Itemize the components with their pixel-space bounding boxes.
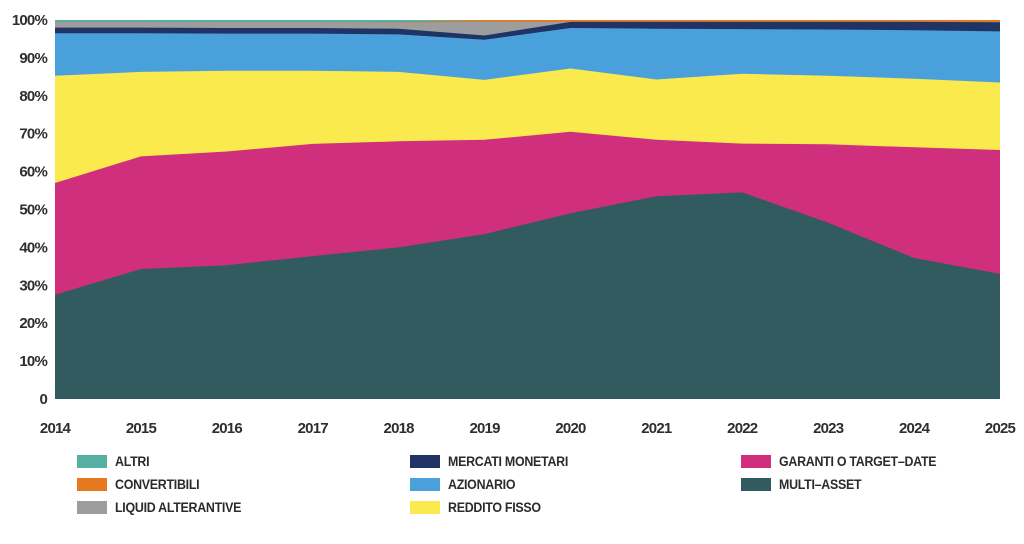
x-axis-label: 2016 <box>212 420 243 437</box>
y-axis-label: 60% <box>19 164 47 181</box>
y-axis-label: 40% <box>19 239 47 256</box>
area-multi-asset <box>55 192 1000 399</box>
legend-swatch-reddito-fisso <box>410 501 440 514</box>
legend-label: MULTI–ASSET <box>779 477 862 492</box>
legend-item: CONVERTIBILI <box>77 473 252 496</box>
legend-label: REDDITO FISSO <box>448 500 541 515</box>
legend-item: REDDITO FISSO <box>410 496 578 519</box>
legend-item: GARANTI O TARGET–DATE <box>741 450 950 473</box>
y-axis-label: 20% <box>19 315 47 332</box>
legend-swatch-liquid-alterantive <box>77 501 107 514</box>
y-axis-label: 50% <box>19 202 47 219</box>
legend-column: GARANTI O TARGET–DATE MULTI–ASSET <box>741 450 950 496</box>
stacked-area-chart: 0 10% 20% 30% 40% 50% 60% 70% 80% 90% 100% 2014 2015… <box>12 12 1017 437</box>
legend-label: CONVERTIBILI <box>115 477 200 492</box>
legend-item: MULTI–ASSET <box>741 473 950 496</box>
legend-label: AZIONARIO <box>448 477 516 492</box>
legend-item: AZIONARIO <box>410 473 578 496</box>
x-axis-label: 2017 <box>298 420 329 437</box>
x-axis-label: 2015 <box>126 420 157 437</box>
y-axis-label: 30% <box>19 277 47 294</box>
legend-swatch-convertibili <box>77 478 107 491</box>
x-axis-label: 2019 <box>469 420 500 437</box>
legend-item: MERCATI MONETARI <box>410 450 578 473</box>
x-axis-label: 2014 <box>40 420 72 437</box>
legend-label: GARANTI O TARGET–DATE <box>779 454 937 469</box>
x-axis-label: 2018 <box>384 420 415 437</box>
x-axis-label: 2020 <box>555 420 586 437</box>
y-axis-label: 100% <box>12 12 48 29</box>
y-axis-label: 10% <box>19 353 47 370</box>
x-axis-label: 2025 <box>985 420 1016 437</box>
x-axis-label: 2024 <box>899 420 931 437</box>
legend-swatch-garanti-o-target-date <box>741 455 771 468</box>
legend-swatch-multi-asset <box>741 478 771 491</box>
y-axis-label: 90% <box>19 50 47 67</box>
x-axis-label: 2021 <box>641 420 672 437</box>
chart-legend: ALTRI CONVERTIBILI LIQUID ALTERANTIVE MERCA… <box>0 450 1024 540</box>
legend-label: MERCATI MONETARI <box>448 454 569 469</box>
legend-swatch-mercati-monetari <box>410 455 440 468</box>
y-axis-label: 0 <box>39 391 47 408</box>
legend-swatch-azionario <box>410 478 440 491</box>
legend-item: ALTRI <box>77 450 252 473</box>
x-axis-label: 2023 <box>813 420 844 437</box>
legend-label: LIQUID ALTERANTIVE <box>115 500 242 515</box>
legend-label: ALTRI <box>115 454 150 469</box>
y-axis-label: 70% <box>19 126 47 143</box>
legend-column: MERCATI MONETARI AZIONARIO REDDITO FISSO <box>410 450 578 519</box>
x-axis-label: 2022 <box>727 420 758 437</box>
legend-item: LIQUID ALTERANTIVE <box>77 496 252 519</box>
legend-swatch-altri <box>77 455 107 468</box>
legend-column: ALTRI CONVERTIBILI LIQUID ALTERANTIVE <box>77 450 252 519</box>
y-axis-label: 80% <box>19 88 47 105</box>
